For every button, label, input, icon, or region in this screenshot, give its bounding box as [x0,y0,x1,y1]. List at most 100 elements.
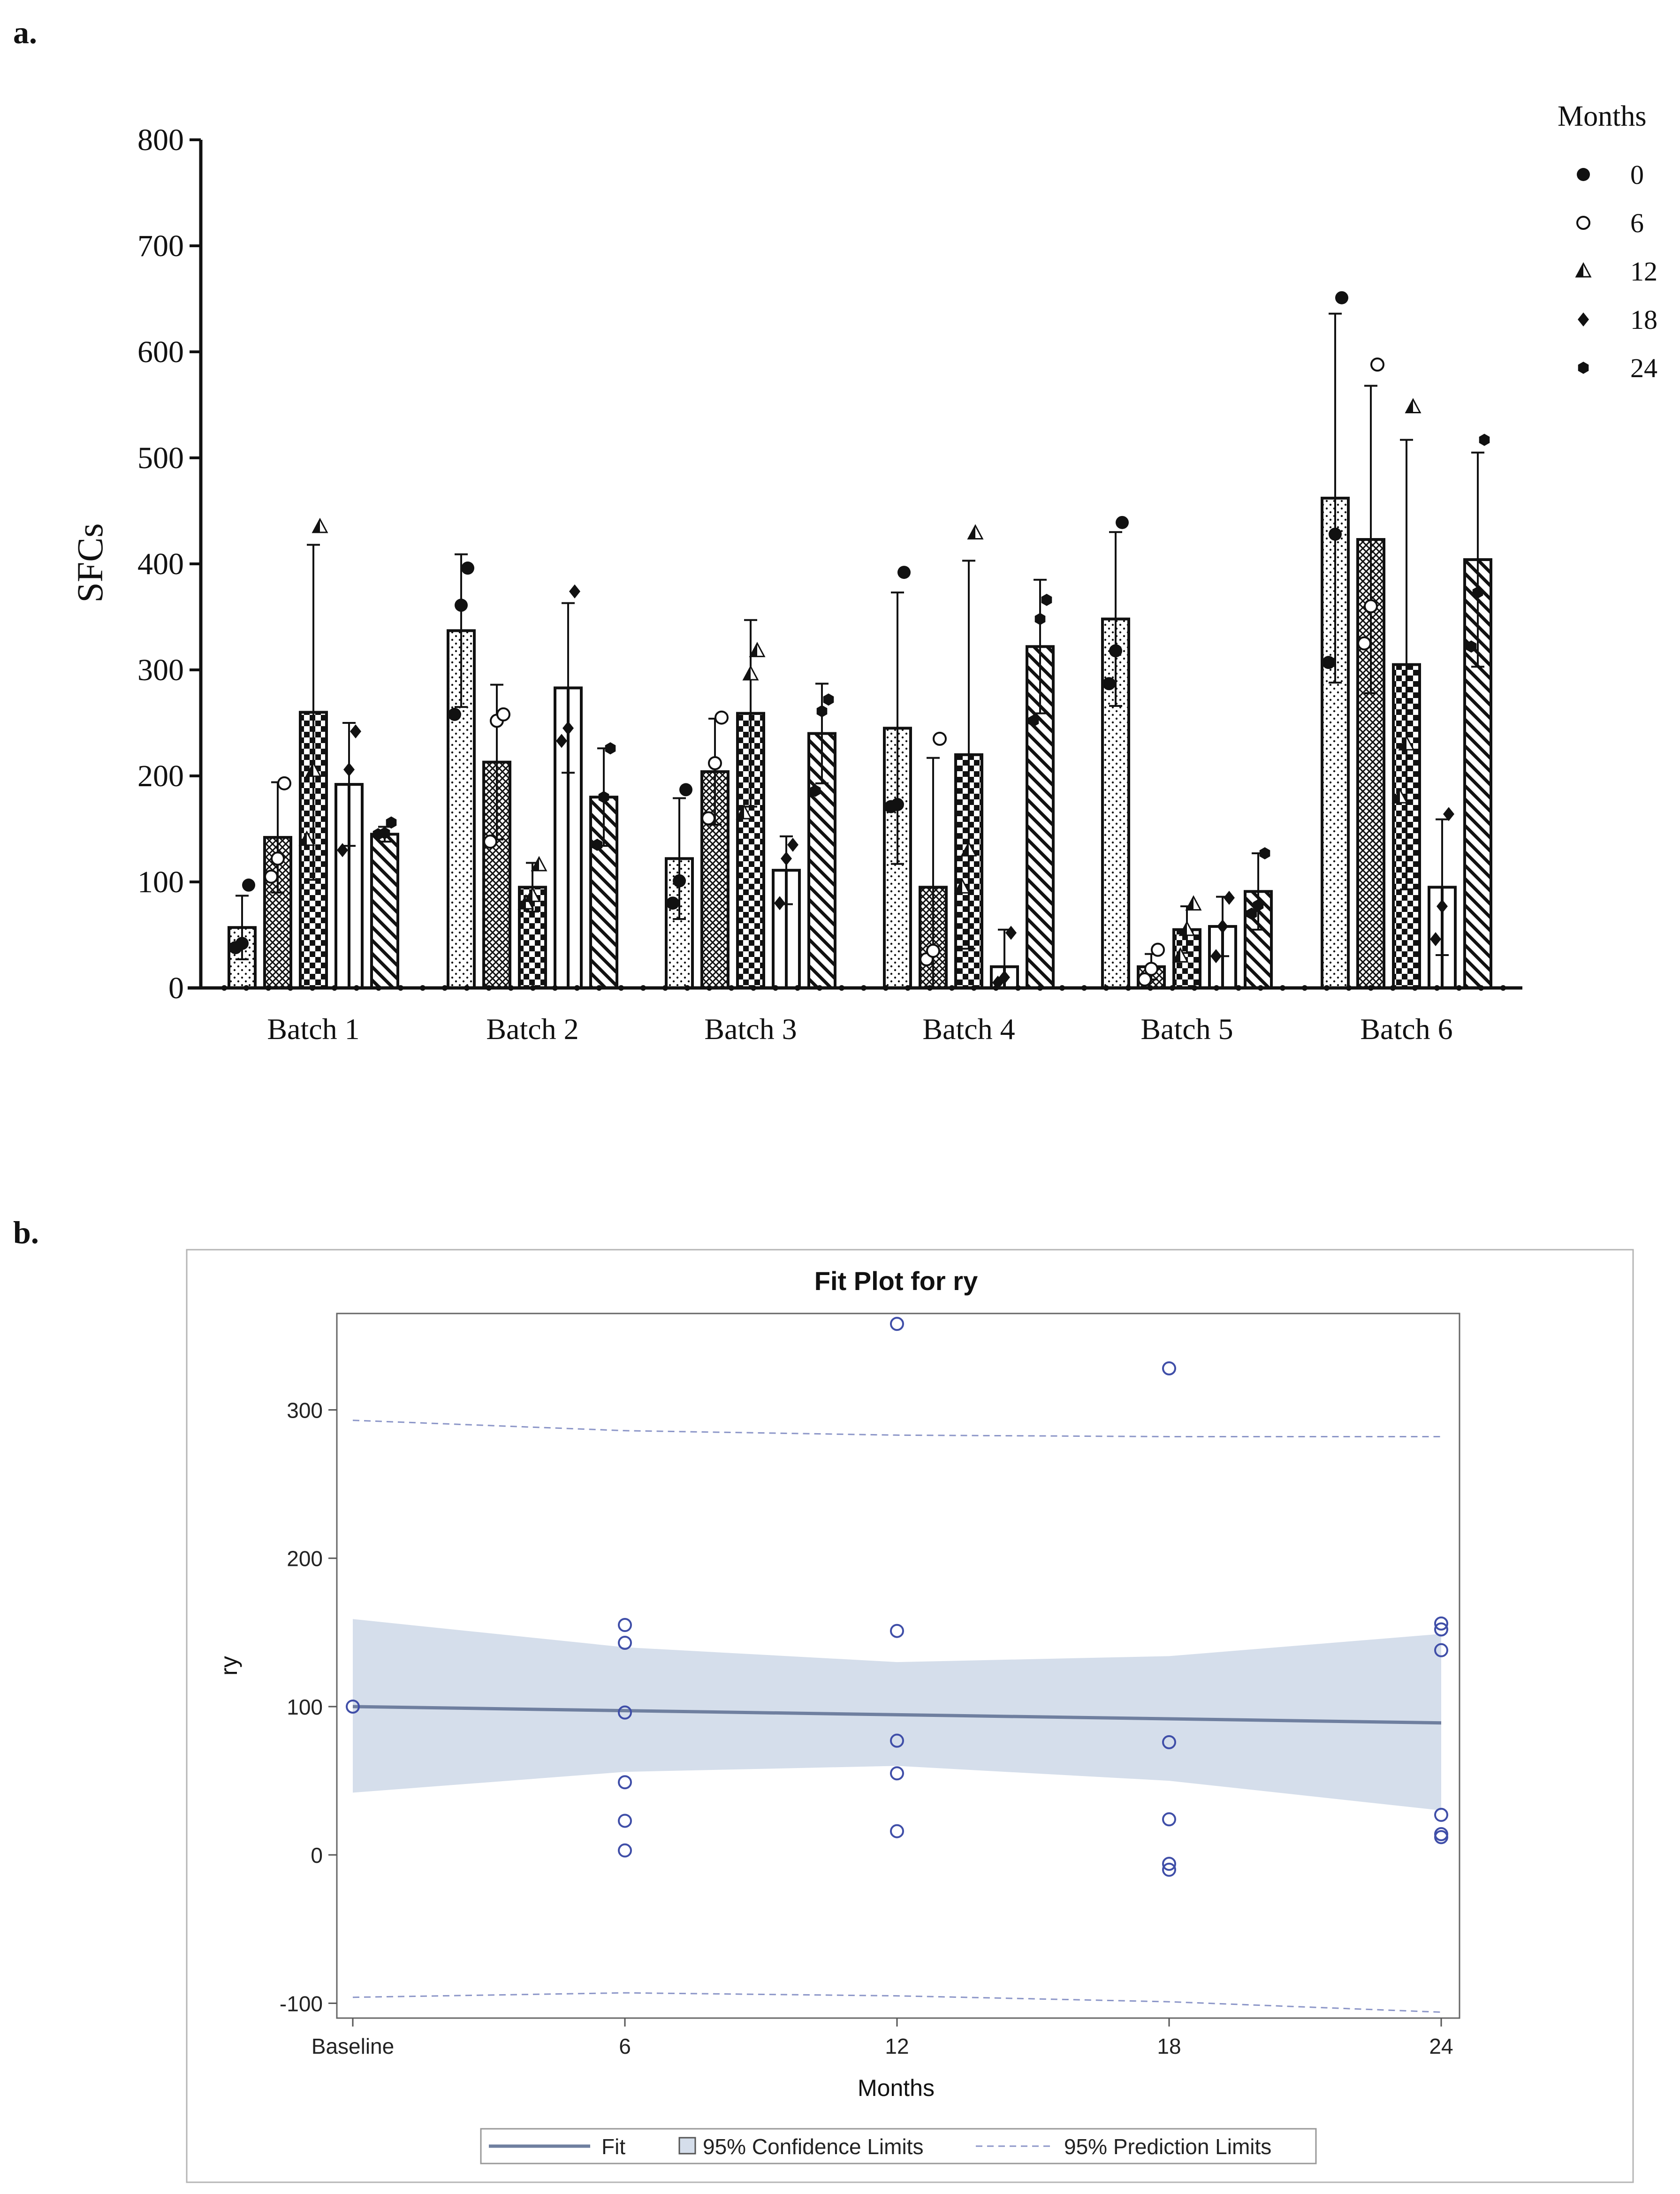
data-point [483,835,497,849]
data-point [350,724,361,739]
data-point-fill [1393,790,1400,803]
x-axis-ticks: Baseline 6 12 18 24 [312,2018,1453,2058]
data-point [1028,714,1039,727]
x-tick-label: 6 [619,2034,631,2058]
prediction-limit-upper [352,1420,1441,1437]
y-axis-ticks: -100 0 100 200 300 [280,1398,337,2016]
bar-groups [221,291,1506,991]
data-point [1210,949,1222,964]
y-tick-label: 300 [287,1398,323,1423]
bands [352,1420,1442,2013]
x-axis-tick-labels: Batch 1 Batch 2 Batch 3 Batch 4 Batch 5 Batch… [267,1012,1452,1046]
x-tick-label: Batch 6 [1360,1012,1452,1046]
data-point [774,896,785,911]
data-point [708,756,722,770]
bar-group-item [447,553,476,989]
x-tick-label: 24 [1429,2034,1453,2058]
data-point [1437,899,1448,913]
data-point [787,837,798,852]
y-axis-title: ry [216,1656,242,1676]
data-point [673,874,686,888]
observation-point [890,1317,904,1331]
bar-group-item [1244,847,1273,989]
data-point [1102,677,1116,691]
bar-group-item [1463,433,1492,989]
data-point [379,827,390,839]
data-point-fill [532,857,539,871]
bar-group-item [1321,291,1350,989]
bar-group-item [883,566,912,990]
y-tick-label: -100 [280,1991,323,2016]
plot-area-frame [336,1313,1460,2019]
data-point [933,731,947,746]
data-point [1109,644,1122,658]
bar-group-item [589,742,618,989]
legend-label: 6 [1630,208,1644,238]
y-tick-label: 500 [137,441,184,475]
data-point [277,776,291,790]
legend-confidence-swatch [678,2137,696,2155]
data-point-fill [300,832,307,845]
observation-point [890,1824,904,1838]
data-point [1398,735,1415,751]
data-point [897,566,911,579]
data-point [556,734,567,748]
x-tick-label: Baseline [312,2034,394,2058]
data-point [1472,586,1483,599]
legend-marker-fill [1576,264,1583,277]
data-point [926,943,940,958]
data-point [1144,962,1158,976]
data-point [1391,788,1408,804]
data-point [455,599,468,612]
plot-frame-outer [186,1249,1634,2183]
data-point [1370,357,1384,372]
observation-point [618,1705,632,1720]
data-point [1172,947,1189,963]
legend-label: Fit [601,2134,625,2159]
data-point-fill [306,763,313,776]
data-point [524,887,541,902]
y-tick-label: 0 [311,1843,323,1868]
data-point [749,642,766,657]
observation-point [1162,1862,1176,1877]
legend-title: Months [1558,100,1646,132]
data-point [781,851,792,866]
data-point-fill [750,643,757,657]
data-point [1034,613,1046,625]
data-point-fill [968,525,975,539]
data-point [1335,291,1348,304]
bar-group-item [1026,578,1055,989]
legend-marker [1576,216,1590,230]
data-point [1259,847,1270,859]
x-axis-title: Months [858,2075,935,2101]
observation-point [618,1618,632,1632]
bar-group-item [1356,357,1385,989]
data-point [1005,926,1017,940]
data-point [1185,895,1202,911]
legend: Fit 95% Confidence Limits 95% Prediction L… [480,2128,1317,2164]
x-tick-label: 18 [1157,2034,1181,2058]
bar-group-item [370,816,399,990]
data-point [496,707,510,721]
data-point [1405,398,1422,414]
data-point [960,841,977,857]
bar-group-item [954,524,984,990]
y-tick-label: 800 [137,123,184,157]
data-point [264,869,278,884]
data-point [954,878,971,894]
bar-group-item [700,710,730,989]
y-tick-label: 700 [137,229,184,263]
data-point [305,761,322,777]
data-point-fill [519,896,526,909]
bar-group-item [772,835,801,990]
data-point [1443,807,1454,821]
data-point-fill [962,843,969,856]
data-point [1430,932,1441,947]
bar-group-item [263,776,292,989]
bar-group-item [298,517,328,989]
observations [346,1317,1448,1877]
y-axis-title: SFCs [69,523,110,602]
data-point [823,693,834,706]
data-point [999,970,1010,985]
